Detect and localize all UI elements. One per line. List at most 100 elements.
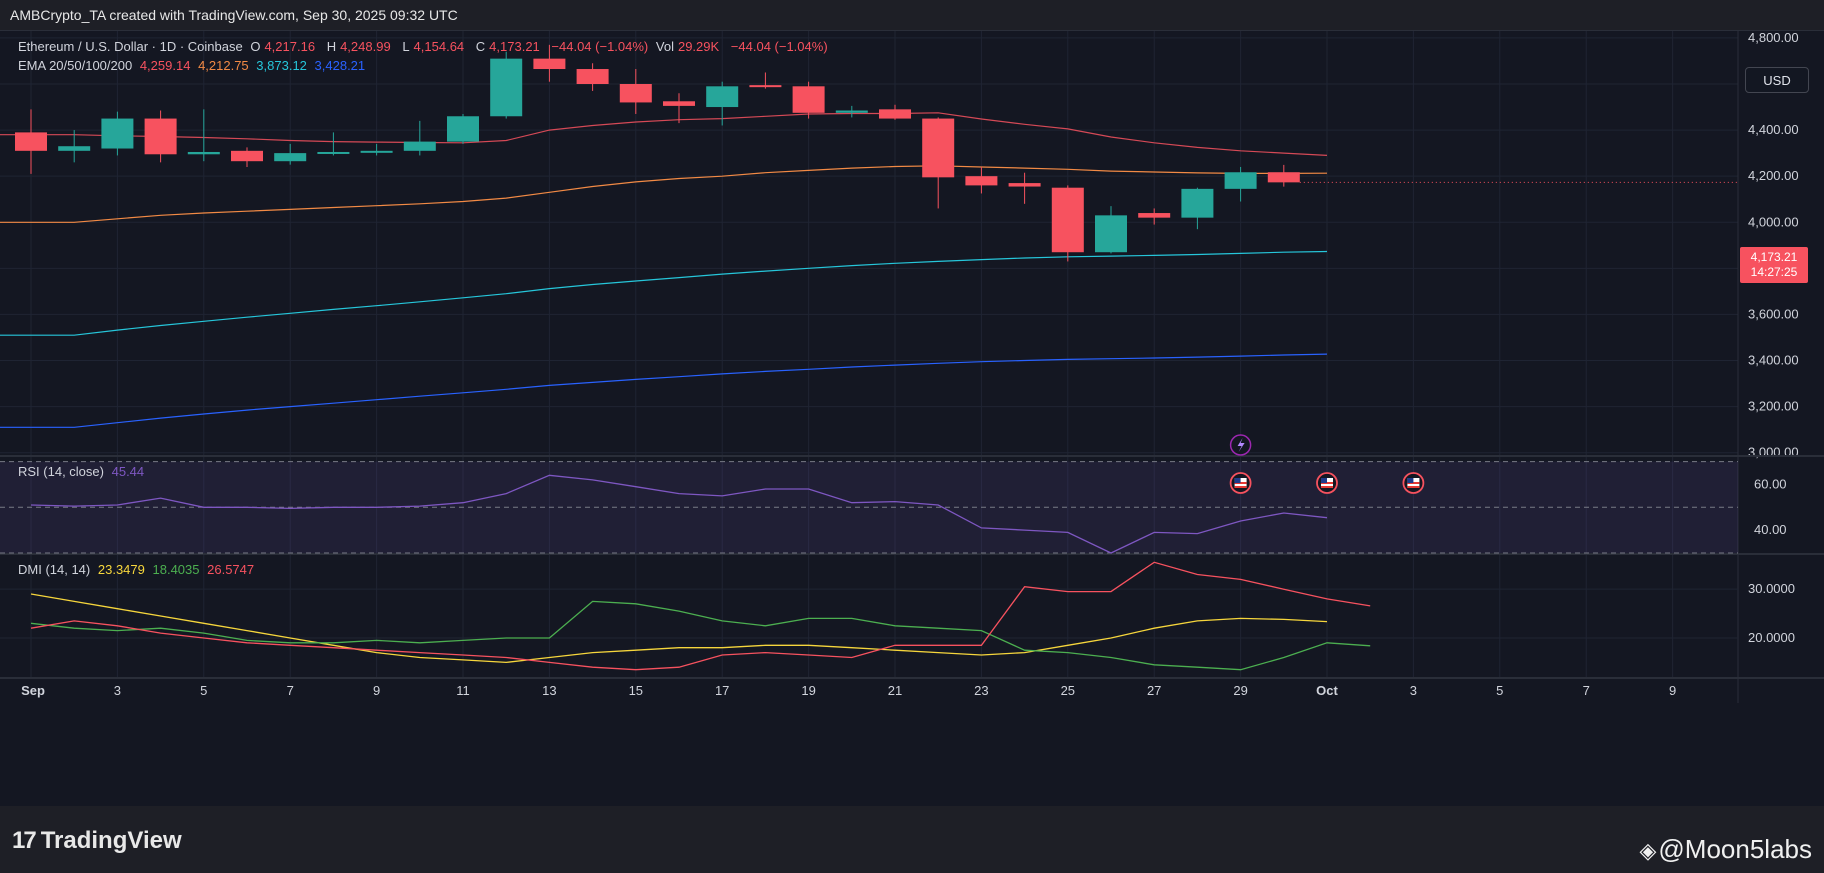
- adx-value: 23.3479: [97, 562, 145, 577]
- x-tick-label: 19: [801, 683, 815, 698]
- ema50-line: [0, 165, 1328, 223]
- rsi-label[interactable]: RSI (14, close): [18, 464, 104, 479]
- x-tick-label: 29: [1233, 683, 1247, 698]
- symbol-name[interactable]: Ethereum / U.S. Dollar · 1D · Coinbase: [18, 39, 243, 54]
- candle-body: [965, 176, 998, 186]
- candle-body: [1181, 188, 1214, 218]
- di-minus-value: 26.5747: [207, 562, 255, 577]
- y-tick-label: 4,200.00: [1748, 168, 1799, 183]
- candle-body: [490, 58, 523, 117]
- ema-label[interactable]: EMA 20/50/100/200: [18, 58, 133, 73]
- watermark: ◈@Moon5labs: [1639, 834, 1812, 866]
- us-flag-canton: [1407, 478, 1414, 483]
- x-tick-label: 17: [715, 683, 729, 698]
- rsi-tick-label: 40.00: [1754, 522, 1787, 537]
- ema100-value: 3,873.12: [256, 58, 307, 73]
- attribution-text: AMBCrypto_TA created with TradingView.co…: [10, 7, 458, 23]
- diamond-icon: ◈: [1639, 838, 1657, 863]
- high-value: 4,248.99: [340, 39, 391, 54]
- ema200-value: 3,428.21: [314, 58, 366, 73]
- ema200-line: [0, 353, 1328, 428]
- change-value: −44.04 (−1.04%): [551, 39, 649, 54]
- currency-button[interactable]: USD: [1745, 67, 1809, 93]
- x-tick-label: Oct: [1316, 683, 1338, 698]
- candle-body: [922, 118, 955, 178]
- candle-body: [101, 118, 134, 149]
- candle-body: [187, 151, 220, 155]
- y-tick-label: 4,000.00: [1748, 214, 1799, 229]
- x-tick-label: 3: [1410, 683, 1417, 698]
- dmi-label[interactable]: DMI (14, 14): [18, 562, 91, 577]
- bar-countdown: 14:27:25: [1750, 265, 1798, 279]
- candle-body: [749, 85, 782, 88]
- last-price-value: 4,173.21: [1750, 250, 1798, 264]
- rsi-value: 45.44: [111, 464, 145, 479]
- x-tick-label: 7: [287, 683, 294, 698]
- attribution-bar: AMBCrypto_TA created with TradingView.co…: [0, 0, 1824, 30]
- ema100-line: [0, 250, 1328, 336]
- price-chart[interactable]: 4,800.004,600.004,400.004,200.004,000.00…: [0, 31, 1824, 806]
- volume-change: −44.04 (−1.04%): [730, 39, 828, 54]
- x-tick-label: 23: [974, 683, 988, 698]
- di-plus-value: 18.4035: [152, 562, 200, 577]
- ema20-value: 4,259.14: [139, 58, 191, 73]
- candle-body: [144, 118, 177, 155]
- flash-icon-bolt: [1237, 438, 1245, 452]
- us-flag-stripe: [1234, 486, 1247, 488]
- dmi-legend: DMI (14, 14) 23.3479 18.4035 26.5747: [18, 562, 258, 577]
- ema50-value: 4,212.75: [198, 58, 249, 73]
- watermark-text: @Moon5labs: [1658, 834, 1812, 864]
- low-value: 4,154.64: [413, 39, 465, 54]
- x-tick-label: 7: [1583, 683, 1590, 698]
- x-tick-label: 13: [542, 683, 556, 698]
- candle-body: [58, 146, 91, 151]
- candle-body: [1051, 187, 1084, 253]
- us-flag-canton: [1234, 478, 1241, 483]
- volume-value: 29.29K: [677, 39, 720, 54]
- us-flag-stripe: [1321, 486, 1333, 488]
- y-tick-label: 3,600.00: [1748, 306, 1799, 321]
- y-tick-label: 3,000.00: [1748, 445, 1799, 460]
- candle-body: [403, 141, 436, 151]
- us-flag-canton: [1321, 478, 1327, 483]
- y-tick-label: 4,800.00: [1748, 31, 1799, 45]
- chart-frame[interactable]: 4,800.004,600.004,400.004,200.004,000.00…: [0, 30, 1824, 807]
- di-minus-line: [30, 561, 1371, 671]
- candle-body: [1008, 183, 1041, 187]
- x-tick-label: 5: [1496, 683, 1503, 698]
- x-tick-label: 27: [1147, 683, 1161, 698]
- x-tick-label: 11: [456, 683, 470, 698]
- y-tick-label: 3,400.00: [1748, 353, 1799, 368]
- x-tick-label: 25: [1061, 683, 1075, 698]
- candle-body: [274, 153, 307, 162]
- dmi-tick-label: 30.0000: [1748, 581, 1795, 596]
- dmi-tick-label: 20.0000: [1748, 630, 1795, 645]
- tradingview-logo[interactable]: 17 TradingView: [12, 828, 182, 854]
- rsi-line: [30, 474, 1328, 554]
- candle-body: [231, 150, 263, 162]
- candle-body: [317, 151, 350, 154]
- candle-body: [663, 101, 695, 106]
- candle-body: [835, 110, 868, 113]
- close-value: 4,173.21: [489, 39, 540, 54]
- di-plus-line: [30, 600, 1371, 671]
- us-flag-stripe: [1407, 486, 1420, 488]
- rsi-tick-label: 60.00: [1754, 476, 1787, 491]
- x-tick-label: Sep: [21, 683, 45, 698]
- candle-body: [533, 58, 566, 70]
- candle-body: [1095, 215, 1127, 253]
- y-tick-label: 3,200.00: [1748, 399, 1799, 414]
- last-price-tag: 4,173.21 14:27:25: [1740, 247, 1808, 283]
- tradingview-logo-icon: 17: [12, 827, 37, 854]
- x-tick-label: 3: [114, 683, 121, 698]
- open-value: 4,217.16: [264, 39, 316, 54]
- candle-body: [1138, 213, 1171, 218]
- y-tick-label: 4,400.00: [1748, 122, 1799, 137]
- candle-body: [576, 69, 609, 84]
- candle-body: [706, 86, 739, 108]
- footer: 17 TradingView ◈@Moon5labs: [0, 806, 1824, 873]
- x-tick-label: 21: [888, 683, 902, 698]
- candle-body: [360, 150, 393, 153]
- rsi-legend: RSI (14, close) 45.44: [18, 464, 148, 479]
